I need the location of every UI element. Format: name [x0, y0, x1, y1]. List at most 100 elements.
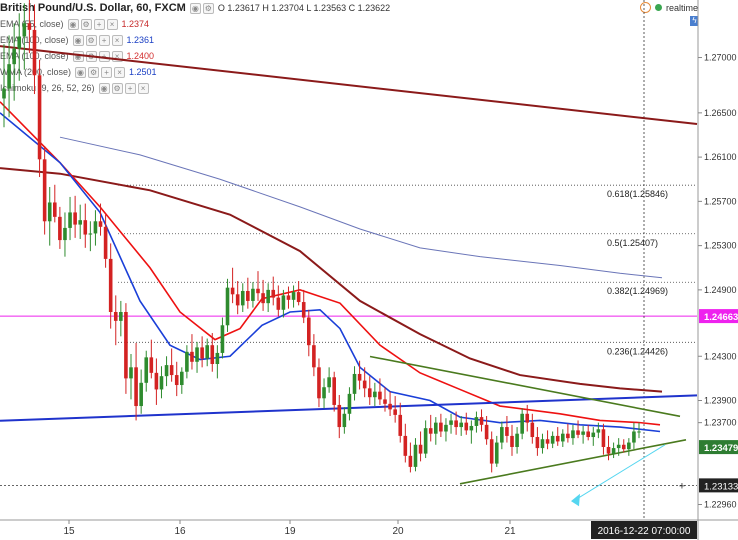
price-tick-label: 1.26500: [704, 108, 737, 118]
candle-body: [398, 414, 403, 436]
candle-body: [139, 382, 143, 407]
candle-body: [510, 435, 514, 447]
indicator-legend-buttons[interactable]: ◉ ⚙ + ×: [72, 34, 123, 46]
candle-body: [601, 429, 606, 447]
close-icon[interactable]: ×: [111, 34, 123, 46]
price-tick-label: 1.27000: [704, 53, 737, 63]
candle-body: [205, 345, 209, 359]
candle-body: [373, 391, 377, 398]
candle-body: [535, 437, 540, 449]
close-icon[interactable]: ×: [111, 50, 123, 62]
candle-body: [586, 431, 590, 438]
candle-body: [459, 422, 463, 428]
candle-body: [454, 420, 458, 428]
candle-body: [83, 220, 88, 235]
candle-body: [190, 351, 194, 362]
candle-body: [464, 422, 469, 431]
eye-icon[interactable]: ◉: [75, 66, 87, 78]
add-icon[interactable]: +: [98, 50, 110, 62]
candle-body: [93, 221, 98, 234]
candle-body: [58, 216, 62, 241]
add-alert-icon[interactable]: +: [679, 480, 685, 492]
candle-body: [261, 293, 265, 304]
candle-body: [367, 388, 372, 398]
candle-body: [479, 417, 484, 425]
candle-body: [53, 202, 57, 217]
eye-icon[interactable]: ◉: [98, 82, 110, 94]
candle-body: [286, 295, 291, 300]
candle-body: [484, 424, 489, 440]
eye-icon[interactable]: ◉: [72, 34, 84, 46]
candle-body: [78, 220, 82, 225]
candle-body: [12, 48, 16, 65]
candle-body: [515, 433, 519, 447]
fib-level-label: 0.618(1.25846): [607, 189, 668, 199]
candle-body: [174, 375, 179, 386]
symbol-legend-buttons[interactable]: ◉ ⚙: [189, 2, 214, 14]
candle-body: [266, 289, 270, 304]
candle-body: [180, 371, 184, 386]
eye-icon[interactable]: ◉: [67, 18, 79, 30]
price-tick-label: 1.26100: [704, 152, 737, 162]
candle-body: [159, 376, 164, 390]
symbol-title: British Pound/U.S. Dollar, 60, FXCM: [0, 2, 186, 14]
time-tick-label: 21: [504, 526, 516, 537]
candle-body: [113, 312, 118, 321]
candle-body: [357, 373, 362, 381]
ema-red-line: [0, 101, 661, 426]
triangle-upper-line: [369, 355, 681, 418]
candle-body: [195, 347, 199, 362]
add-icon[interactable]: +: [98, 34, 110, 46]
candle-body: [200, 347, 204, 359]
candle-body: [494, 442, 499, 464]
settings-icon[interactable]: ⚙: [80, 18, 92, 30]
candle-body: [124, 312, 128, 379]
candle-body: [632, 431, 636, 443]
candle-body: [413, 444, 418, 467]
settings-icon[interactable]: ⚙: [202, 2, 214, 14]
candle-body: [530, 422, 535, 438]
candle-body: [281, 295, 286, 310]
candle-body: [164, 365, 169, 377]
candle-body: [550, 435, 555, 444]
long-trendline-down: [0, 45, 698, 126]
candle-body: [342, 413, 347, 428]
candle-body: [154, 372, 159, 390]
fib-level-label: 0.382(1.24969): [607, 286, 668, 296]
cursor-price-tag: [699, 478, 738, 493]
close-icon[interactable]: ×: [114, 66, 126, 78]
price-tick-label: 1.25700: [704, 196, 737, 206]
candle-body: [423, 428, 428, 454]
candle-body: [449, 420, 453, 425]
settings-icon[interactable]: ⚙: [85, 34, 97, 46]
indicator-legend[interactable]: EMA (55, close) ◉ ⚙ + × 1.2374: [0, 16, 149, 32]
candle-body: [296, 292, 301, 303]
indicator-legend-buttons[interactable]: ◉ ⚙ + ×: [75, 66, 126, 78]
price-tick-label: 1.23900: [704, 396, 737, 406]
ohlc-readout: O 1.23617 H 1.23704 L 1.23563 C 1.23622: [217, 3, 391, 13]
settings-icon[interactable]: ⚙: [88, 66, 100, 78]
triangle-lower-line: [459, 439, 687, 485]
time-tick-label: 16: [174, 526, 186, 537]
cursor-time-tag: [591, 521, 697, 539]
indicator-legend-buttons[interactable]: ◉ ⚙ + ×: [98, 82, 149, 94]
add-icon[interactable]: +: [93, 18, 105, 30]
add-icon[interactable]: +: [124, 82, 136, 94]
close-icon[interactable]: ×: [137, 82, 149, 94]
lightning-icon[interactable]: ϟ: [690, 16, 699, 26]
candle-body: [256, 288, 260, 294]
candle-body: [119, 312, 123, 321]
candle-body: [301, 302, 306, 318]
candle-body: [327, 377, 331, 388]
indicator-legend-buttons[interactable]: ◉ ⚙ + ×: [67, 18, 118, 30]
eye-icon[interactable]: ◉: [189, 2, 201, 14]
candle-body: [42, 159, 47, 222]
add-icon[interactable]: +: [101, 66, 113, 78]
indicator-legend[interactable]: Ichimoku (9, 26, 52, 26) ◉ ⚙ + ×: [0, 80, 153, 96]
indicator-legend-label: Ichimoku (9, 26, 52, 26): [0, 83, 95, 93]
close-icon[interactable]: ×: [106, 18, 118, 30]
candle-body: [525, 413, 530, 423]
settings-icon[interactable]: ⚙: [111, 82, 123, 94]
ema-blue-line: [0, 112, 661, 433]
